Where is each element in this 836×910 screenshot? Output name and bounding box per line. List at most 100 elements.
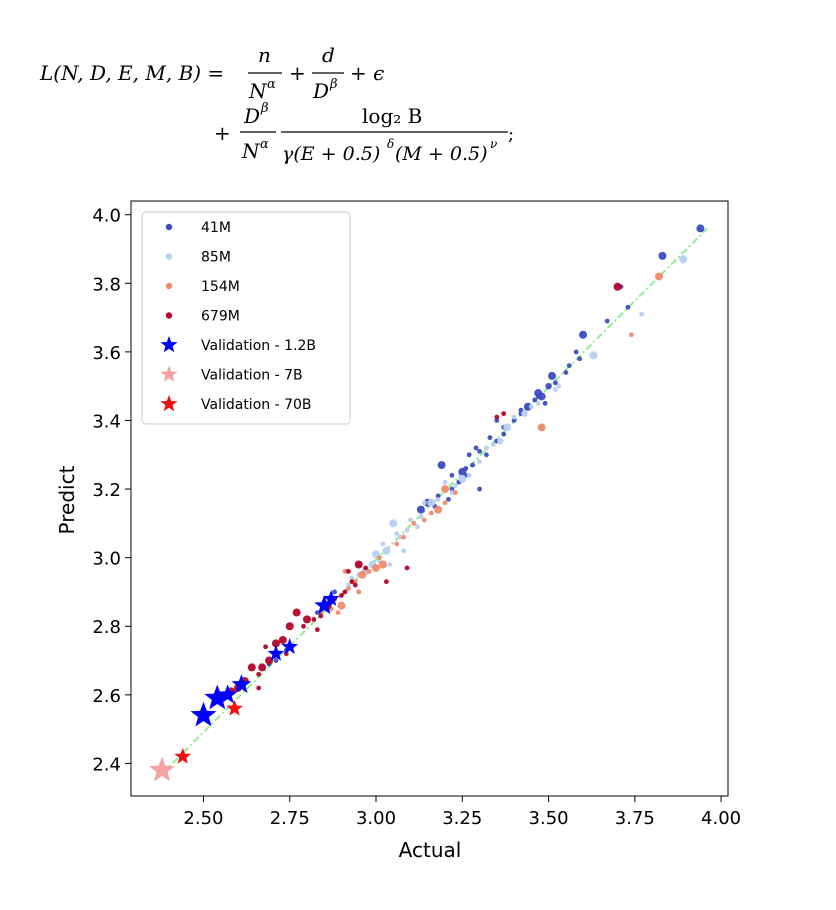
- data-point: [382, 546, 391, 555]
- data-point: [346, 582, 351, 588]
- data-point: [265, 656, 274, 665]
- validation-star-point: [231, 674, 252, 693]
- data-point: [442, 479, 448, 485]
- data-point: [301, 623, 306, 629]
- data-point: [372, 563, 381, 572]
- data-point: [679, 255, 688, 264]
- data-point: [604, 318, 610, 324]
- series-validation-1-2b: [190, 590, 340, 727]
- data-point: [383, 579, 389, 585]
- formula-term2-denominator-exponent: β: [329, 77, 338, 92]
- data-point: [273, 658, 279, 663]
- data-point: [434, 505, 443, 514]
- data-point: [494, 418, 500, 423]
- data-point: [449, 490, 455, 495]
- data-point: [314, 627, 320, 633]
- data-point: [318, 613, 324, 619]
- validation-star-point: [217, 684, 238, 704]
- y-tick-label: 3.6: [92, 343, 121, 364]
- data-point: [247, 663, 256, 672]
- formula-term3-denominator: N: [241, 139, 261, 163]
- validation-star-point: [149, 756, 175, 782]
- legend-label: 41M: [201, 220, 231, 236]
- formula-term4-denominator-b-exponent: ν: [490, 137, 497, 151]
- data-point: [545, 382, 552, 390]
- data-point: [696, 224, 705, 233]
- formula-term4-denominator-a-exponent: δ: [387, 137, 394, 151]
- series-validation-70b: [174, 699, 243, 764]
- data-point: [441, 485, 450, 494]
- y-axis-label: Predict: [55, 465, 79, 534]
- formula-term4-denominator-b: (M + 0.5): [395, 143, 488, 165]
- data-point: [258, 663, 267, 672]
- y-tick-label: 3.4: [92, 411, 121, 432]
- data-point: [535, 394, 541, 399]
- x-tick-label: 2.50: [183, 808, 223, 829]
- legend-label: Validation - 70B: [201, 397, 312, 413]
- data-point: [458, 474, 467, 483]
- formula-term1-denominator: N: [248, 79, 268, 103]
- legend-dot-marker: [165, 223, 173, 231]
- data-point: [418, 514, 424, 519]
- data-point: [566, 363, 572, 369]
- legend-label: 85M: [201, 250, 231, 266]
- data-point: [408, 517, 413, 523]
- data-point: [397, 534, 403, 540]
- data-point: [466, 452, 472, 458]
- data-point: [427, 498, 436, 507]
- data-point: [548, 371, 557, 380]
- data-point: [470, 462, 476, 468]
- y-axis-ticks: 2.4 2.6 2.8 3.0 3.2 3.4 3.6 3.8 4.0: [92, 206, 131, 775]
- x-tick-label: 3.00: [356, 808, 396, 829]
- validation-star-point: [174, 747, 192, 764]
- data-point: [378, 560, 387, 569]
- data-point: [335, 610, 341, 615]
- data-point: [404, 565, 410, 571]
- formula-term1-denominator-exponent: α: [267, 77, 276, 92]
- data-point: [401, 548, 407, 554]
- y-tick-label: 2.6: [92, 686, 121, 707]
- data-point: [487, 435, 493, 441]
- validation-star-point: [226, 699, 243, 716]
- data-point: [366, 568, 372, 574]
- formula-term3-numerator-exponent: β: [260, 101, 269, 116]
- data-point: [377, 555, 382, 561]
- formula-term4-denominator-a: γ(E + 0.5): [282, 143, 380, 165]
- data-point: [263, 644, 268, 650]
- data-point: [356, 589, 362, 595]
- data-point: [256, 685, 262, 691]
- data-point: [271, 639, 280, 648]
- data-point: [387, 562, 393, 567]
- data-point: [421, 517, 427, 523]
- data-point: [511, 414, 517, 420]
- data-point: [352, 579, 358, 585]
- data-point: [332, 589, 338, 595]
- data-point: [490, 442, 496, 447]
- data-point: [449, 472, 455, 478]
- data-point: [484, 452, 489, 458]
- legend-dot-marker: [165, 253, 173, 260]
- data-point: [537, 423, 546, 432]
- x-tick-label: 2.75: [270, 808, 310, 829]
- data-point: [532, 397, 538, 403]
- data-point: [437, 461, 446, 470]
- formula-term3-denominator-exponent: α: [260, 137, 269, 152]
- series-85m: [346, 255, 688, 588]
- data-point: [342, 589, 348, 595]
- data-point: [435, 496, 441, 502]
- x-tick-label: 3.50: [529, 808, 569, 829]
- data-point: [466, 472, 472, 478]
- x-tick-label: 3.75: [615, 808, 655, 829]
- legend-box: [141, 211, 351, 425]
- data-point: [339, 592, 344, 598]
- data-point: [477, 486, 482, 492]
- data-point: [639, 311, 645, 317]
- data-point: [401, 534, 407, 540]
- data-point: [511, 418, 517, 423]
- data-point: [542, 400, 548, 406]
- data-point: [556, 383, 562, 389]
- formula-term1-numerator: n: [258, 43, 271, 67]
- y-tick-label: 3.2: [92, 480, 121, 501]
- data-point: [501, 431, 507, 437]
- data-point: [337, 601, 346, 610]
